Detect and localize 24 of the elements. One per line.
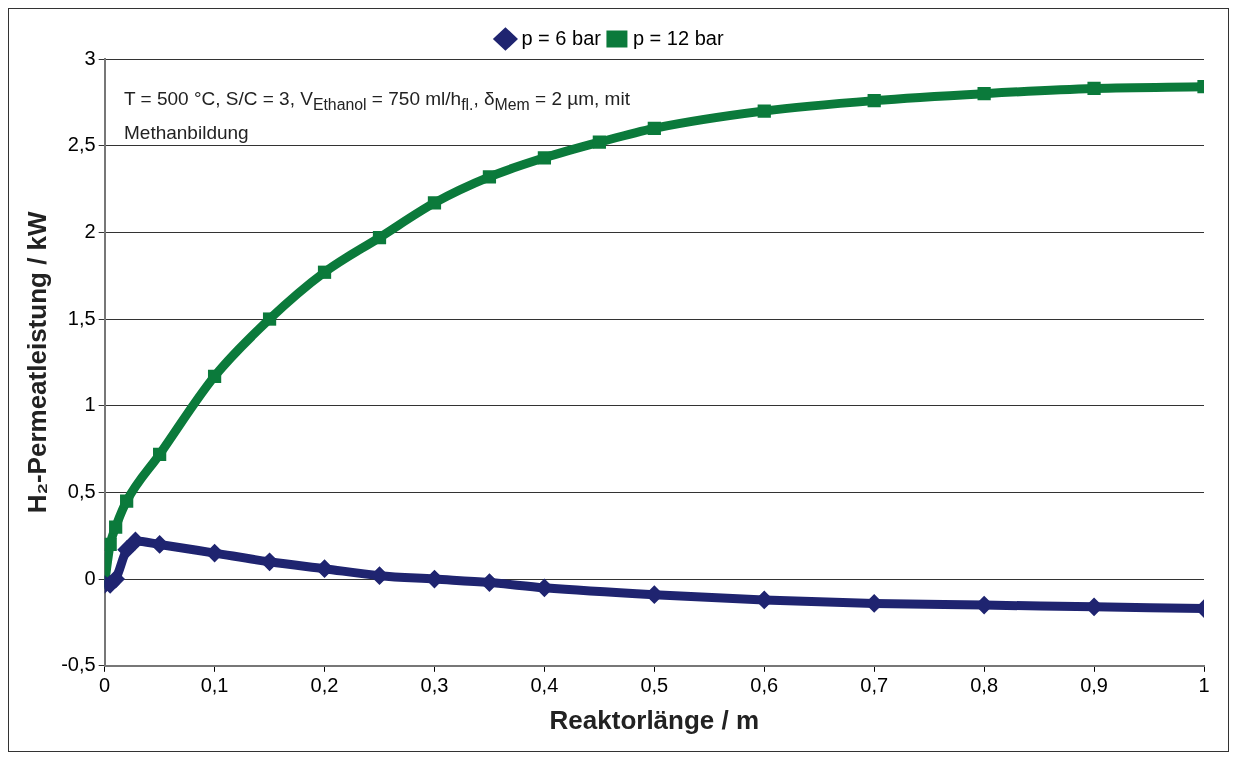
x-axis-title: Reaktorlänge / m [549,704,760,735]
y-tick-label: -0,5 [61,653,96,676]
x-tick-label: 0,8 [970,674,999,697]
y-tick-label: 1,5 [67,306,96,329]
y-tick-label: 2 [84,219,96,242]
text: T = 500 °C, S/C = 3, V$_{Ethanol}$ = 750 ml/h$_{fl.}$, δ$_{Mem}$ = 2 µm, mit Methanbildung [124,88,630,143]
x-tick-label: 0,2 [310,674,339,697]
y-tick-label: 3 [84,46,96,69]
legend-label: p = 12 bar [632,26,724,49]
x-tick-label: 0 [99,674,111,697]
x-tick-label: 0,6 [750,674,779,697]
y-tick-label: 0,5 [67,479,96,502]
x-tick-label: 0,4 [530,674,559,697]
y-axis-title: H₂-Permeatleistung / kW [21,210,52,514]
x-tick-label: 1 [1198,674,1210,697]
x-tick-label: 0,3 [420,674,449,697]
x-tick-label: 0,9 [1080,674,1108,697]
legend-label: p = 6 bar [521,26,602,49]
x-tick-label: 0,7 [860,674,889,697]
x-tick-label: 0,5 [640,674,669,697]
x-tick-label: 0,1 [200,674,229,697]
y-tick-label: 2,5 [67,133,96,156]
y-tick-label: 0 [84,566,96,589]
y-tick-label: 1 [84,393,96,416]
